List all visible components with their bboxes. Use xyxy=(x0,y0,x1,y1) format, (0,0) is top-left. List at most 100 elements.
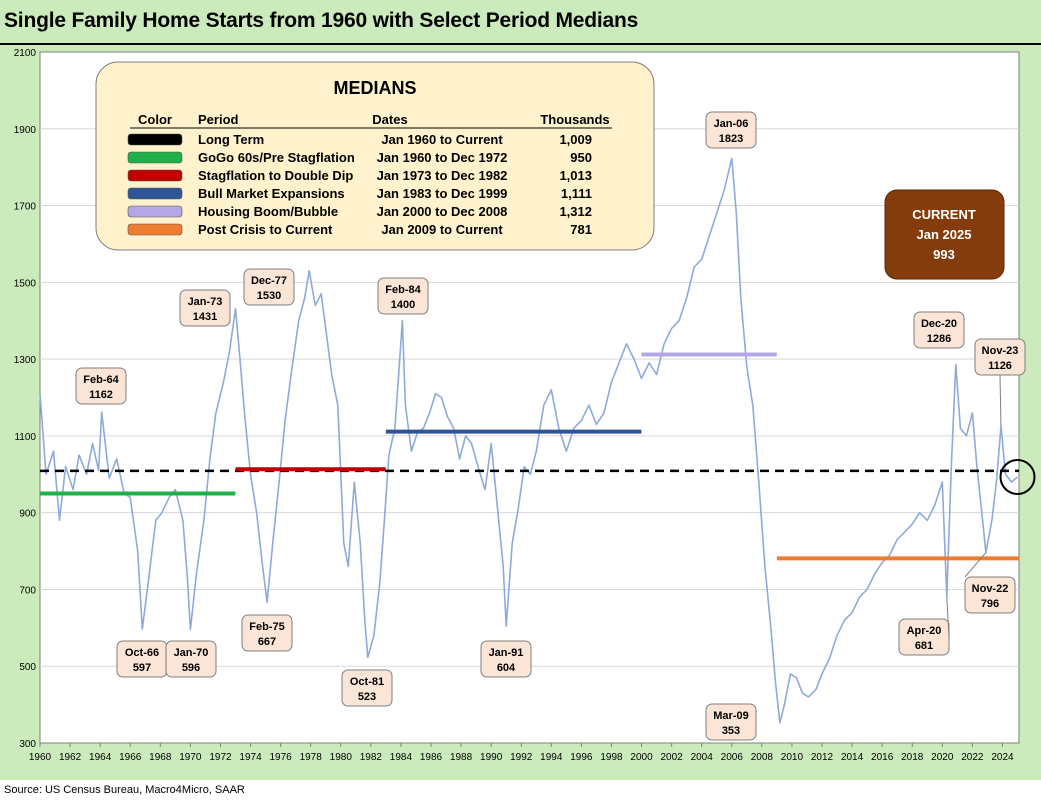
x-tick-label: 2022 xyxy=(961,752,984,763)
y-tick-label: 1100 xyxy=(14,432,36,443)
x-tick-label: 1974 xyxy=(239,752,262,763)
source-note: Source: US Census Bureau, Macro4Micro, S… xyxy=(4,784,245,796)
current-value: 993 xyxy=(933,247,955,262)
x-tick-label: 2000 xyxy=(630,752,653,763)
x-tick-label: 1984 xyxy=(390,752,413,763)
y-tick-label: 500 xyxy=(19,662,36,673)
x-tick-label: 1988 xyxy=(450,752,473,763)
medians-dates: Jan 1960 to Dec 1972 xyxy=(377,150,508,165)
medians-row: Bull Market Expansions Jan 1983 to Dec 19… xyxy=(127,186,592,201)
annotation-box xyxy=(705,703,757,741)
medians-box: MEDIANS Color Period Dates Thousands Long Ter… xyxy=(95,61,655,251)
annotation-label: Dec-20 1286 xyxy=(913,311,965,349)
annotation-value: 1400 xyxy=(391,299,415,311)
annotation-leader xyxy=(964,552,987,578)
annotation-leader xyxy=(946,596,950,638)
x-tick-label: 1962 xyxy=(59,752,82,763)
medians-row: Post Crisis to Current Jan 2009 to Curren… xyxy=(127,222,592,237)
annotation-label: Jan-06 1823 xyxy=(705,111,757,149)
medians-color-swatch xyxy=(127,187,183,200)
annotation-label: Oct-81 523 xyxy=(341,669,393,707)
plot-area: 300 500 700 900 1100 1300 1500 1700 1900 2100 1960… xyxy=(14,48,1036,763)
medians-dates: Jan 2000 to Dec 2008 xyxy=(377,204,508,219)
x-tick-label: 1964 xyxy=(89,752,112,763)
medians-color-swatch xyxy=(127,133,183,146)
annotation-date: Oct-81 xyxy=(350,676,384,688)
annotation-date: Nov-22 xyxy=(972,583,1009,595)
annotation-value: 596 xyxy=(182,662,200,674)
title-rule xyxy=(0,43,1041,45)
current-highlight-circle xyxy=(999,458,1036,495)
annotation-box xyxy=(241,614,293,652)
annotation-value: 1286 xyxy=(927,333,951,345)
x-tick-label: 2020 xyxy=(931,752,954,763)
x-tick-label: 1992 xyxy=(510,752,533,763)
medians-title: MEDIANS xyxy=(333,78,416,98)
annotation-label: Feb-64 1162 xyxy=(75,367,127,405)
medians-row: Housing Boom/Bubble Jan 2000 to Dec 2008 1… xyxy=(127,204,592,219)
annotation-box xyxy=(705,111,757,149)
annotation-date: Oct-66 xyxy=(125,647,159,659)
annotation-value: 1162 xyxy=(89,389,113,401)
x-tick-label: 2014 xyxy=(841,752,864,763)
medians-period: Stagflation to Double Dip xyxy=(198,168,353,183)
y-tick-label: 2100 xyxy=(14,48,37,59)
annotation-label: Feb-84 1400 xyxy=(377,277,429,315)
annotation-box xyxy=(243,268,295,306)
annotation-value: 1126 xyxy=(988,360,1012,372)
annotation-label: Nov-23 1126 xyxy=(974,338,1026,376)
annotation-box xyxy=(75,367,127,405)
annotation-box xyxy=(964,576,1016,614)
medians-dates: Jan 1983 to Dec 1999 xyxy=(377,186,508,201)
annotation-box xyxy=(165,640,217,678)
x-tick-label: 2002 xyxy=(660,752,683,763)
annotation-value: 523 xyxy=(358,691,376,703)
y-tick-label: 900 xyxy=(19,509,36,520)
medians-row: GoGo 60s/Pre Stagflation Jan 1960 to Dec … xyxy=(127,150,592,165)
medians-color-swatch xyxy=(127,223,183,236)
x-tick-label: 1994 xyxy=(540,752,563,763)
annotation-leader xyxy=(999,374,1002,426)
x-tick-label: 1982 xyxy=(360,752,383,763)
current-box-background xyxy=(884,189,1005,280)
annotation-date: Mar-09 xyxy=(713,710,748,722)
annotation-label: Feb-75 667 xyxy=(241,614,293,652)
medians-thousands: 1,013 xyxy=(559,168,592,183)
annotation-date: Jan-91 xyxy=(489,647,524,659)
annotation-value: 1823 xyxy=(719,133,743,145)
y-tick-label: 1700 xyxy=(14,202,37,213)
current-label: CURRENT xyxy=(912,207,976,222)
x-tick-label: 1968 xyxy=(149,752,172,763)
y-tick-label: 1500 xyxy=(14,278,37,289)
annotation-date: Jan-06 xyxy=(714,118,749,130)
medians-period: Housing Boom/Bubble xyxy=(198,204,338,219)
medians-period: Long Term xyxy=(198,132,264,147)
medians-period: Bull Market Expansions xyxy=(198,186,345,201)
chart-title: Single Family Home Starts from 1960 with… xyxy=(4,9,639,32)
annotation-value: 667 xyxy=(258,636,276,648)
annotation-box xyxy=(480,640,532,678)
annotation-label: Oct-66 597 xyxy=(116,640,168,678)
x-tick-label: 1990 xyxy=(480,752,503,763)
annotation-label: Jan-73 1431 xyxy=(179,289,231,327)
series-line-home-starts xyxy=(39,157,1019,724)
annotation-value: 796 xyxy=(981,598,999,610)
x-tick-label: 2024 xyxy=(991,752,1014,763)
annotation-date: Feb-75 xyxy=(249,621,284,633)
x-tick-label: 2006 xyxy=(721,752,744,763)
annotation-label: Dec-77 1530 xyxy=(243,268,295,306)
annotation-box xyxy=(341,669,393,707)
x-tick-label: 1960 xyxy=(29,752,52,763)
medians-thousands: 1,312 xyxy=(559,204,592,219)
x-tick-label: 1976 xyxy=(269,752,292,763)
x-tick-label: 2018 xyxy=(901,752,924,763)
annotation-label: Apr-20 681 xyxy=(898,618,950,656)
medians-row: Long Term Jan 1960 to Current 1,009 xyxy=(127,132,592,147)
medians-color-swatch xyxy=(127,205,183,218)
x-tick-label: 1972 xyxy=(209,752,232,763)
annotation-label: Mar-09 353 xyxy=(705,703,757,741)
annotation-label: Nov-22 796 xyxy=(964,576,1016,614)
annotation-date: Dec-77 xyxy=(251,275,287,287)
annotation-date: Feb-84 xyxy=(385,284,421,296)
x-tick-label: 2008 xyxy=(751,752,774,763)
